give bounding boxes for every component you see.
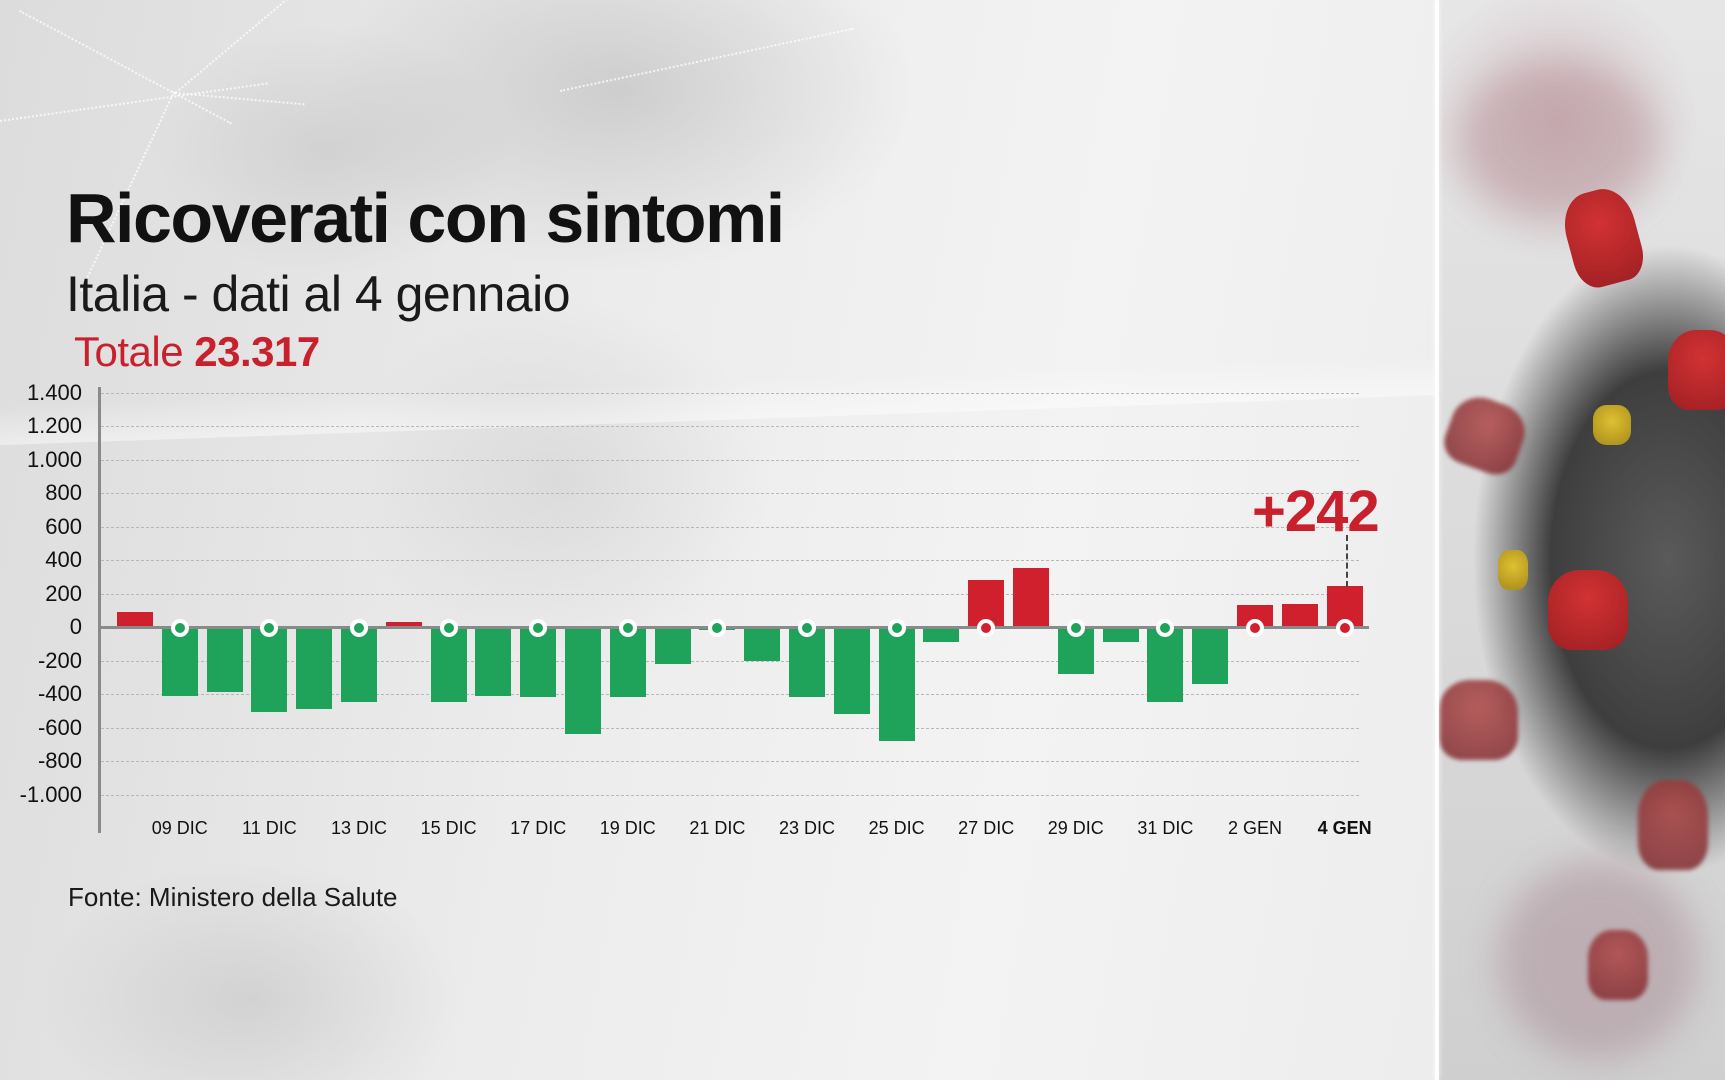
zero-marker-dot xyxy=(260,619,279,637)
bar-10-dic xyxy=(206,627,243,693)
y-axis-line xyxy=(98,387,101,833)
zero-marker-dot xyxy=(1156,619,1175,637)
blurred-virus xyxy=(1458,60,1658,220)
total-summary: Totale 23.317 xyxy=(74,328,320,376)
y-tick-label: -1.000 xyxy=(19,781,82,807)
zero-marker-dot xyxy=(350,619,368,637)
last-value-callout: +242 xyxy=(1252,479,1380,544)
x-tick-label: 21 DIC xyxy=(689,818,746,838)
total-value: 23.317 xyxy=(194,328,320,375)
virus-protein xyxy=(1498,550,1528,590)
y-tick-label: 800 xyxy=(45,480,82,505)
x-tick-label: 31 DIC xyxy=(1137,818,1194,838)
x-tick-label: 09 DIC xyxy=(151,818,208,838)
gridline xyxy=(101,393,1359,394)
zero-marker-dot xyxy=(798,619,816,637)
bar-09-dic xyxy=(161,627,198,696)
virus-spike xyxy=(1588,930,1648,1000)
y-tick-label: 1.200 xyxy=(26,413,82,438)
zero-marker-dot xyxy=(1335,619,1354,637)
bar-25-dic xyxy=(878,627,915,741)
gridline xyxy=(101,560,1359,561)
bar-16-dic xyxy=(475,627,512,696)
zero-marker-dot xyxy=(887,619,906,637)
y-tick-label: 1.000 xyxy=(26,446,82,472)
source-note: Fonte: Ministero della Salute xyxy=(68,882,398,912)
x-tick-label: 13 DIC xyxy=(330,818,388,838)
gridline xyxy=(101,493,1359,494)
y-tick-label: 400 xyxy=(45,547,82,572)
gridline xyxy=(101,661,1359,662)
zero-marker-dot xyxy=(170,619,189,637)
bar-31-dic xyxy=(1147,627,1184,703)
bar-14-dic xyxy=(385,621,422,627)
bar-30-dic xyxy=(1102,627,1139,643)
x-tick-label: 4 GEN xyxy=(1317,818,1372,838)
x-tick-label: 17 DIC xyxy=(510,818,567,838)
bar-23-dic xyxy=(789,627,825,698)
gridline xyxy=(101,426,1359,427)
bar-17-dic xyxy=(520,627,557,698)
y-tick-label: -400 xyxy=(37,681,82,706)
bar-11-dic xyxy=(251,627,288,713)
bar-20-dic xyxy=(654,627,691,664)
virus-protein xyxy=(1593,405,1631,445)
zero-marker-dot xyxy=(1066,619,1085,637)
bar-18-dic xyxy=(565,627,601,735)
gridline xyxy=(101,761,1359,762)
x-tick-label: 19 DIC xyxy=(599,818,656,838)
bar-1-gen xyxy=(1192,627,1229,684)
virus-spike xyxy=(1438,680,1518,760)
gridline xyxy=(101,694,1359,695)
virus-illustration xyxy=(1438,0,1725,1080)
virus-spike xyxy=(1638,780,1708,870)
bar-15-dic xyxy=(430,627,467,703)
zero-marker-dot xyxy=(977,619,996,637)
y-tick-label: -800 xyxy=(37,748,82,773)
zero-marker-dot xyxy=(618,619,637,637)
gridline xyxy=(101,795,1359,796)
total-label: Totale xyxy=(74,328,184,375)
bar-24-dic xyxy=(833,627,870,715)
virus-spike xyxy=(1438,389,1533,481)
bar-08-dic xyxy=(117,611,153,627)
x-tick-label: 29 DIC xyxy=(1047,818,1104,838)
chart-title: Ricoverati con sintomi xyxy=(66,179,785,257)
y-tick-label: 600 xyxy=(45,513,82,539)
bar-12-dic xyxy=(296,627,333,710)
bar-13-dic xyxy=(341,627,377,703)
y-tick-label: 1.400 xyxy=(26,379,82,405)
x-tick-label: 27 DIC xyxy=(958,818,1015,838)
bar-22-dic xyxy=(744,627,781,661)
x-tick-label: 25 DIC xyxy=(868,818,925,838)
gridline xyxy=(101,460,1359,461)
y-tick-label: 0 xyxy=(69,614,82,639)
x-tick-label: 11 DIC xyxy=(242,818,297,838)
x-tick-label: 23 DIC xyxy=(778,818,836,838)
gridline xyxy=(101,728,1359,729)
y-tick-label: -200 xyxy=(37,647,82,673)
chart-subtitle: Italia - dati al 4 gennaio xyxy=(66,266,571,322)
x-tick-label: 15 DIC xyxy=(420,818,477,838)
virus-spike xyxy=(1548,570,1628,650)
virus-spike xyxy=(1668,330,1725,410)
bar-19-dic xyxy=(609,627,646,698)
zero-marker-dot xyxy=(439,619,458,637)
x-tick-label: 2 GEN xyxy=(1227,818,1283,838)
panel-divider xyxy=(1435,0,1439,1080)
bar-chart: 1.400 1.200 1.000 800 600 400 200 0 -200 -400 -600… xyxy=(19,379,1372,839)
zero-baseline xyxy=(101,626,1369,629)
gridline xyxy=(101,594,1359,595)
y-tick-label: -600 xyxy=(37,714,82,740)
callout-leader-line xyxy=(1346,535,1348,587)
zero-marker-dot xyxy=(1246,619,1264,637)
zero-marker-dot xyxy=(708,619,727,637)
bar-28-dic xyxy=(1013,568,1049,627)
bar-2-gen xyxy=(1237,605,1273,627)
gridline xyxy=(101,527,1359,528)
zero-marker-dot xyxy=(529,619,548,637)
y-tick-label: 200 xyxy=(45,580,82,606)
bar-3-gen xyxy=(1281,604,1318,627)
bar-26-dic xyxy=(923,627,960,643)
